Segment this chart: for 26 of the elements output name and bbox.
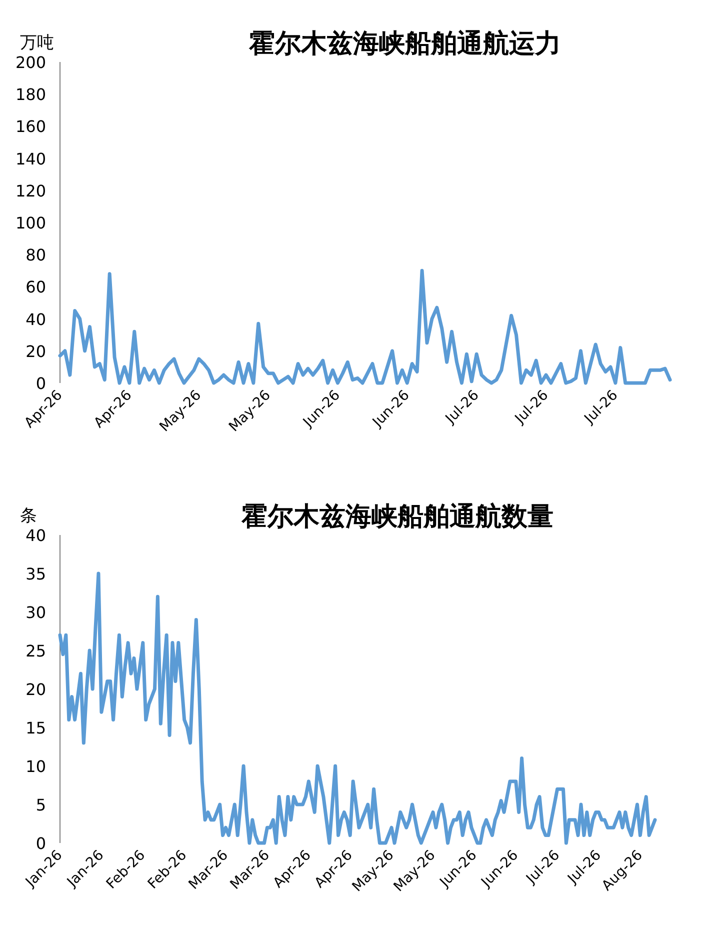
y-tick-label: 40 [26, 526, 46, 545]
y-tick-label: 40 [26, 310, 46, 329]
y-tick-label: 10 [26, 757, 46, 776]
line-series [58, 268, 672, 385]
y-tick-label: 160 [15, 117, 46, 136]
y-tick-label: 20 [26, 342, 46, 361]
y-tick-label: 30 [26, 603, 46, 622]
y-tick-label: 100 [15, 214, 46, 232]
y-tick-label: 25 [26, 642, 46, 660]
y-tick-label: 140 [15, 149, 46, 168]
y-tick-label: 0 [36, 374, 46, 393]
y-tick-label: 200 [15, 53, 46, 72]
y-tick-label: 120 [15, 181, 46, 200]
y-tick-label: 15 [26, 718, 46, 738]
y-tick-label: 80 [26, 246, 46, 265]
y-tick-label: 20 [26, 680, 46, 699]
y-axis-title: 万吨 [20, 33, 54, 53]
y-tick-label: 60 [26, 278, 46, 297]
chart-title: 霍尔木兹海峡船舶通航运力 [248, 29, 561, 59]
y-axis-title: 条 [20, 506, 37, 526]
chart-title: 霍尔木兹海峡船舶通航数量 [240, 502, 554, 532]
line-series [58, 572, 657, 845]
y-tick-label: 180 [15, 85, 46, 104]
y-tick-label: 0 [36, 834, 46, 853]
y-tick-label: 35 [26, 564, 46, 584]
y-tick-label: 5 [36, 796, 46, 814]
